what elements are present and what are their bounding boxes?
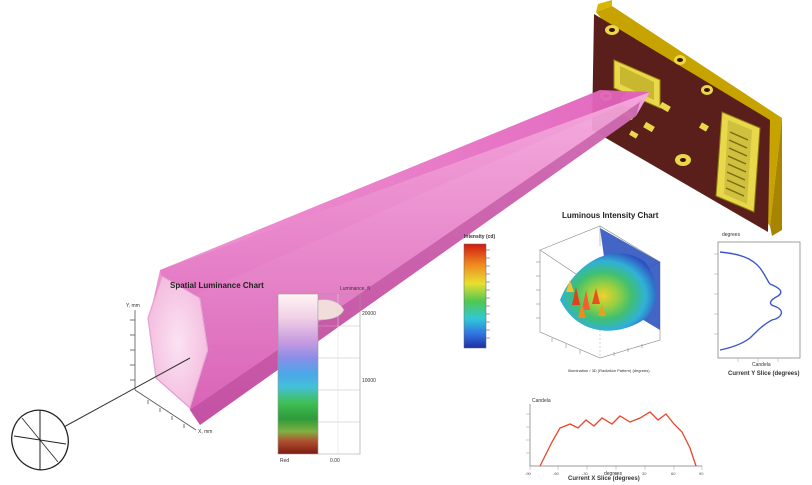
- x-slice-curve: [539, 411, 697, 467]
- x-slice-tick-label: -90: [525, 471, 531, 476]
- spatial-colorbar-tick-mid: 10000: [362, 378, 376, 384]
- spatial-colorbar-zero-label: 0.00: [330, 458, 340, 464]
- x-slice-tick-label: -30: [582, 471, 588, 476]
- spatial-axes: [130, 310, 197, 431]
- y-slice-xlabel: Candela: [752, 362, 771, 368]
- spatial-colorbar-header: Luminance, fl: [340, 286, 370, 292]
- spatial-chart-title: Spatial Luminance Chart: [170, 281, 264, 290]
- y-slice-caption: Current Y Slice (degrees): [728, 371, 800, 377]
- x-slice-tick-label: -60: [553, 471, 559, 476]
- x-slice-tick-label: 0: [615, 471, 618, 476]
- y-slice-ylabel: degrees: [722, 232, 741, 238]
- spatial-luminance-colorbar: [277, 293, 361, 455]
- detector-disk: [11, 357, 191, 471]
- x-slice-chart: [526, 404, 703, 470]
- pcb-board: [592, 0, 782, 236]
- spatial-colorbar-bottom-label: Red: [280, 458, 290, 464]
- spatial-x-axis-label: X, mm: [198, 429, 213, 435]
- x-slice-tick-label: 30: [642, 471, 647, 476]
- intensity-colorbar: [463, 243, 487, 349]
- y-slice-chart: [714, 241, 801, 362]
- x-slice-caption: Current X Slice (degrees): [568, 476, 640, 482]
- x-slice-tick-label: 90: [699, 471, 704, 476]
- beam-front-face: [160, 92, 650, 425]
- spatial-y-axis-label: Y, mm: [126, 303, 140, 309]
- intensity-colorbar-ticks: [486, 249, 490, 339]
- y-slice-curve: [719, 251, 782, 351]
- x-slice-tick-label: 60: [671, 471, 676, 476]
- intensity-3d-plot: [536, 225, 661, 359]
- light-beam: [147, 90, 650, 425]
- intensity-colorbar-header: Intensity (cd): [464, 234, 496, 240]
- side-header-connector: [715, 111, 761, 213]
- intensity-chart-caption: Illumination / 3D (Radiation Pattern) (d…: [568, 368, 650, 373]
- x-slice-ylabel: Candela: [532, 398, 551, 404]
- x-slice-xlabel: degrees: [604, 471, 623, 477]
- spatial-colorbar-tick-high: 20000: [362, 311, 376, 317]
- intensity-chart-title: Luminous Intensity Chart: [562, 211, 659, 220]
